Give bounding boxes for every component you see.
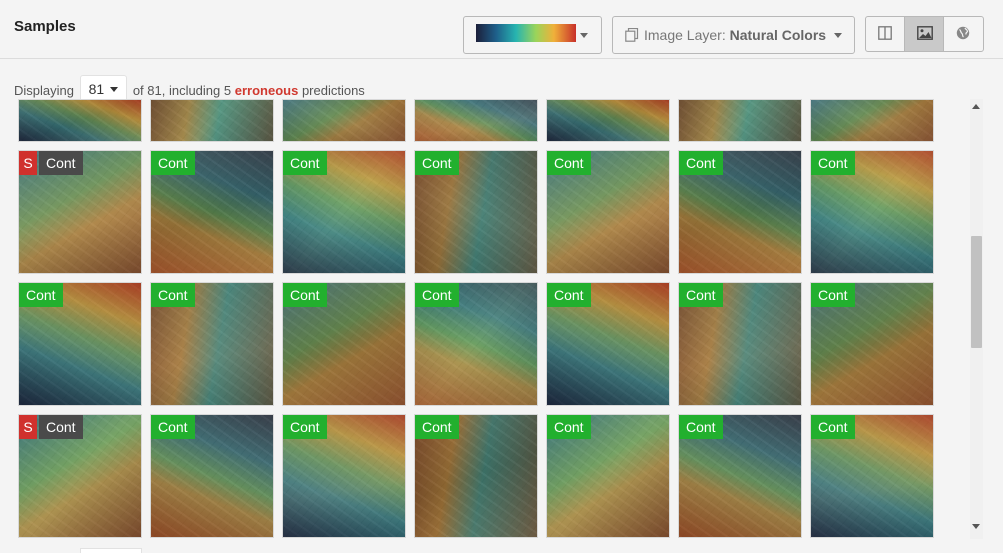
class-label-badge: Cont (283, 415, 327, 439)
sample-tile[interactable]: Cont (546, 282, 670, 406)
class-label-badge: Cont (811, 415, 855, 439)
sample-tile[interactable]: Cont (546, 414, 670, 538)
total-text: of 81, including 5 (132, 83, 232, 98)
image-layer-dropdown[interactable]: Image Layer: Natural Colors (612, 16, 855, 54)
class-label-badge: Cont (547, 151, 591, 175)
displaying-label: Displaying (14, 83, 74, 98)
sample-tile[interactable]: Cont (414, 414, 538, 538)
chevron-down-icon (580, 33, 588, 38)
sample-tile[interactable] (810, 99, 934, 142)
sample-tile[interactable]: Cont (282, 414, 406, 538)
class-label-badge: Cont (151, 415, 195, 439)
class-label-badge: Cont (415, 151, 459, 175)
class-label-badge: Cont (679, 151, 723, 175)
sample-tile[interactable]: Cont (414, 150, 538, 274)
samples-summary: Displaying 81 of 81, including 5 erroneo… (14, 75, 365, 104)
sample-tile[interactable]: Cont (150, 150, 274, 274)
sample-tile[interactable]: Cont (678, 150, 802, 274)
colormap-swatch (476, 24, 576, 42)
header-divider (0, 58, 1003, 59)
class-label-badge: Cont (19, 283, 63, 307)
prediction-heatmap-overlay (19, 100, 141, 141)
class-label-badge: Cont (39, 151, 83, 175)
class-label-badge: Cont (811, 151, 855, 175)
class-label-badge: Cont (283, 283, 327, 307)
sample-tile[interactable]: Cont (810, 282, 934, 406)
colormap-dropdown[interactable] (463, 16, 602, 54)
class-label-badge: Cont (283, 151, 327, 175)
class-label-badge: Cont (39, 415, 83, 439)
next-section-stub (80, 548, 142, 553)
prediction-heatmap-overlay (547, 100, 669, 141)
scrollbar-thumb[interactable] (971, 236, 982, 348)
prediction-heatmap-overlay (811, 100, 933, 141)
scroll-up-arrow-icon[interactable] (972, 104, 980, 109)
sample-tile[interactable]: Cont (282, 282, 406, 406)
image-view-button[interactable] (905, 17, 944, 51)
sample-tile[interactable]: Cont (810, 150, 934, 274)
error-flag-badge: S (19, 415, 37, 439)
class-label-badge: Cont (415, 283, 459, 307)
class-label-badge: Cont (151, 283, 195, 307)
sample-tile[interactable]: S Cont (18, 414, 142, 538)
prediction-heatmap-overlay (283, 100, 405, 141)
erroneous-link[interactable]: erroneous (234, 83, 299, 98)
error-flag-badge: S (19, 151, 37, 175)
map-view-button[interactable] (944, 17, 983, 51)
sample-tile[interactable] (18, 99, 142, 142)
image-icon (917, 26, 933, 40)
sample-tile[interactable]: Cont (18, 282, 142, 406)
prediction-heatmap-overlay (415, 100, 537, 141)
predictions-label: predictions (301, 83, 365, 98)
sample-tile[interactable]: Cont (282, 150, 406, 274)
class-label-badge: Cont (679, 283, 723, 307)
sample-tile[interactable] (678, 99, 802, 142)
class-label-badge: Cont (151, 151, 195, 175)
class-label-badge: Cont (547, 415, 591, 439)
page-title: Samples (14, 18, 76, 35)
chevron-down-icon (110, 87, 119, 92)
image-layer-label: Image Layer: Natural Colors (644, 27, 826, 43)
class-label-badge: Cont (811, 283, 855, 307)
sample-tile[interactable]: Cont (150, 282, 274, 406)
sample-tile[interactable]: Cont (678, 282, 802, 406)
class-label-badge: Cont (415, 415, 459, 439)
split-view-button[interactable] (866, 17, 905, 51)
sample-tile[interactable] (414, 99, 538, 142)
class-label-badge: Cont (679, 415, 723, 439)
sample-tile[interactable]: Cont (810, 414, 934, 538)
sample-count-value: 81 (88, 81, 105, 97)
sample-grid: S Cont Cont Cont Cont Cont Cont Cont Cont Cont Con… (0, 99, 968, 539)
class-label-badge: Cont (547, 283, 591, 307)
sample-tile[interactable]: Cont (546, 150, 670, 274)
globe-icon (956, 26, 970, 40)
sample-tile[interactable]: S Cont (18, 150, 142, 274)
sample-tile[interactable]: Cont (678, 414, 802, 538)
sample-tile[interactable] (282, 99, 406, 142)
sample-tile[interactable]: Cont (414, 282, 538, 406)
columns-icon (878, 26, 892, 40)
sample-tile[interactable] (150, 99, 274, 142)
sample-count-dropdown[interactable]: 81 (79, 75, 128, 103)
chevron-down-icon (834, 33, 842, 38)
sample-tile[interactable] (546, 99, 670, 142)
prediction-heatmap-overlay (151, 100, 273, 141)
scroll-down-arrow-icon[interactable] (972, 524, 980, 529)
image-layer-value: Natural Colors (729, 27, 827, 43)
view-mode-toggle (865, 16, 984, 52)
layers-icon (625, 28, 639, 42)
sample-tile[interactable]: Cont (150, 414, 274, 538)
prediction-heatmap-overlay (679, 100, 801, 141)
image-layer-prefix: Image Layer: (644, 27, 726, 43)
